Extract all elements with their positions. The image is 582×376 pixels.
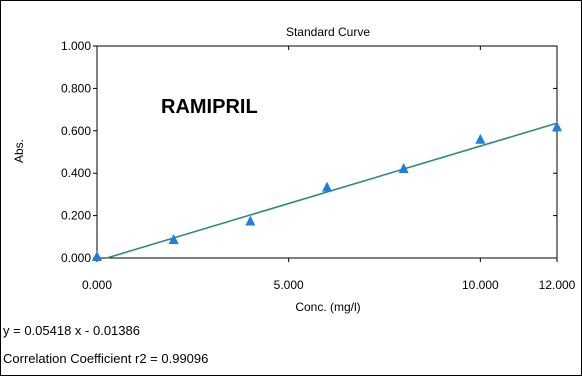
regression-line — [106, 122, 558, 259]
x-axis-label: Conc. (mg/l) — [295, 300, 360, 314]
x-tick-label: 10.000 — [462, 278, 499, 292]
y-tick-label: 1.000 — [61, 39, 91, 53]
data-point-triangle — [92, 250, 102, 261]
correlation-coefficient: Correlation Coefficient r2 = 0.99096 — [3, 351, 209, 366]
y-tick-label: 0.000 — [61, 251, 91, 265]
regression-equation: y = 0.05418 x - 0.01386 — [3, 323, 140, 338]
data-point-triangle — [552, 121, 562, 132]
data-point-triangle — [322, 181, 332, 192]
x-axis-ticks: 0.000 5.000 10.000 12.000 — [82, 46, 576, 292]
chart-title: Standard Curve — [286, 25, 370, 39]
data-point-triangle — [168, 233, 179, 244]
y-tick-label: 0.200 — [61, 209, 91, 223]
data-point-triangle — [475, 133, 486, 144]
y-tick-label: 0.800 — [61, 81, 91, 95]
regression-line-group — [106, 122, 558, 259]
x-tick-label: 5.000 — [274, 278, 304, 292]
data-points — [92, 121, 562, 261]
data-point-triangle — [398, 162, 409, 173]
compound-annotation: RAMIPRIL — [161, 96, 258, 118]
standard-curve-chart: Standard Curve 0.000 0.200 0.400 0.600 0.800… — [12, 25, 576, 314]
x-tick-label: 12.000 — [539, 278, 576, 292]
x-tick-label: 0.000 — [82, 278, 112, 292]
y-axis-ticks: 0.000 0.200 0.400 0.600 0.800 1.000 — [61, 39, 557, 265]
y-tick-label: 0.600 — [61, 124, 91, 138]
plot-area — [96, 45, 558, 259]
y-tick-label: 0.400 — [61, 166, 91, 180]
y-axis-label: Abs. — [12, 139, 26, 163]
data-point-triangle — [245, 215, 256, 226]
